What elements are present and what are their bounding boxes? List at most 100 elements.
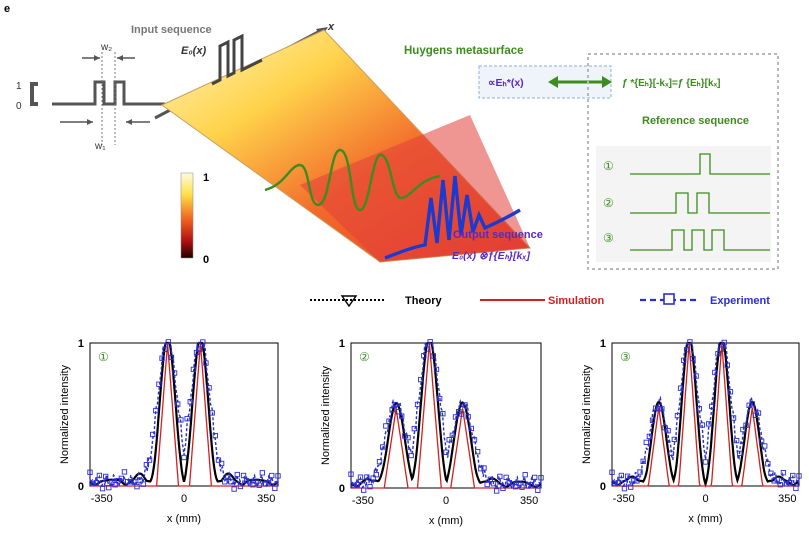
colorbar-min-label: 0 [203,254,209,266]
experiment-point [637,469,643,475]
experiment-point [209,410,215,416]
legend-theory-marker [340,295,358,308]
experiment-point [746,402,752,408]
experiment-point [399,413,405,419]
experiment-point [162,346,168,352]
x-axis-label: x [327,21,335,33]
y-tick-label: 0 [339,483,345,495]
experiment-point [234,471,240,478]
input-pulses [211,33,263,86]
experiment-point [373,472,379,478]
legend-experiment-label: Experiment [710,295,770,307]
legend-theory-label: Theory [405,295,443,307]
plot-frame [89,342,279,487]
simulation-line [351,342,541,489]
experiment-point [272,485,278,492]
experiment-point [193,349,200,356]
simulation-line [90,342,278,487]
experiment-point [168,354,175,361]
experiment-point [535,487,541,493]
experiment-point [171,370,178,376]
experiment-point [631,478,637,484]
experiment-point [516,480,522,486]
experiment-point [200,339,206,345]
experiment-point [656,406,662,412]
experiment-point [411,425,417,432]
experiment-point [383,423,389,429]
experiment-point [156,381,162,387]
experiment-point [628,484,634,490]
blue-output [384,175,521,260]
intensity-chart-3: ③ Normalized intensity 0 1 -350 0 350 x (mm) [581,338,802,525]
experiment-point [87,469,93,475]
experiment-point [621,486,628,492]
experiment-point [124,479,131,485]
experiment-point [787,480,793,486]
experiment-point [386,418,392,424]
experiment-point [225,474,231,480]
experiment-point [509,481,516,487]
experiment-point [395,409,402,415]
experiment-point [357,474,364,480]
experiment-point [262,481,269,487]
x-tick-label: 350 [520,495,538,507]
experiment-point [128,479,134,485]
experiment-point [430,353,436,359]
experiment-point [392,401,398,408]
y-axis-label: Normalized intensity [581,364,593,464]
experiment-point [696,406,702,412]
reference-pulse-2 [630,192,770,214]
theory-line [611,341,800,488]
experiment-point [796,473,802,479]
reference-pulse-1 [630,153,770,175]
experiment-point [494,488,500,494]
panel-label: e [4,3,10,15]
experiment-point [609,469,615,475]
y-tick-1: 1 [16,81,22,92]
experiment-point [659,406,665,412]
experiment-point [269,472,275,479]
experiment-point [231,486,237,492]
experiment-point [146,457,153,463]
experiment-point [709,403,715,409]
experiment-point [484,481,490,488]
input-sequence-title: Input sequence [131,24,212,36]
experiment-point [134,483,140,490]
experiment-point [256,482,262,488]
experiment-point [771,478,777,484]
legend: Theory Simulation Experiment [310,293,770,308]
experiment-point [414,401,421,408]
y-tick-label: 1 [78,338,84,350]
experiment-point [103,473,109,480]
experiment-point [481,465,487,471]
experiment-point [348,471,354,477]
experiment-point [121,469,128,475]
x-tick-label: 350 [257,493,275,505]
experiment-point [462,402,468,408]
w1-label: w₁ [94,141,106,152]
theory-line [89,341,279,487]
experiment-point [452,414,459,420]
y-axis-label: Normalized intensity [320,365,332,465]
huygens-formula: ∝Eₕ*(x) [488,77,524,89]
experiment-point [662,425,668,431]
experiment-point [734,437,740,444]
experiment-point [687,339,693,345]
experiment-point [106,485,112,491]
experiment-point [522,472,528,478]
experiment-point [150,431,156,438]
experiment-point [437,395,443,402]
experiment-point [762,443,768,449]
experiment-point [538,475,544,481]
experiment-point [777,482,783,488]
experiment-point [459,411,465,417]
experiment-point [780,470,787,476]
plot-marker: ③ [620,350,631,364]
experiment-point [793,485,799,492]
output-title: Output sequence [453,229,543,241]
reference-marker-3: ③ [603,231,614,245]
experiment-point [143,462,150,468]
experiment-point [693,373,699,379]
experiment-point [90,480,96,487]
experiment-point [471,437,478,443]
